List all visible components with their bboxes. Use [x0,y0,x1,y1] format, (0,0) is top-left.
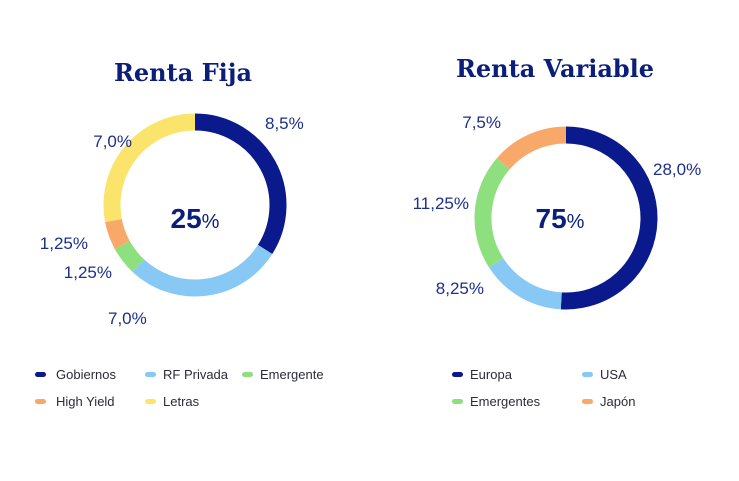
center-total-label: 25% [171,203,220,234]
legend-swatch [242,372,253,377]
legend-label: RF Privada [163,367,229,382]
center-total-symbol: % [202,211,220,233]
legend-swatch [35,399,46,404]
legend-item-emergentes: Emergentes [452,394,541,409]
legend-swatch [452,399,463,404]
slice-label-emergente: 1,25% [64,263,112,282]
legend-item-japon: Japón [582,394,635,409]
center-total-label: 75% [536,203,585,234]
center-total-symbol: % [567,211,585,233]
donut-ring [474,126,658,310]
legend-item-high-yield: High Yield [35,394,115,409]
legend-swatch [145,372,156,377]
donut-ring [103,113,287,297]
legend-label: Europa [470,367,513,382]
legend-label: Japón [600,394,635,409]
legend-item-emergente: Emergente [242,367,324,382]
legend-swatch [452,372,463,377]
slice-label-gobiernos: 8,5% [265,114,304,133]
legend-item-letras: Letras [145,394,200,409]
donut-slice-usa [489,258,563,310]
legend-label: USA [600,367,627,382]
slice-label-europa: 28,0% [653,160,701,179]
legend-swatch [582,372,593,377]
donut-slice-emergentes [474,158,510,268]
renta-fija-chart: Renta Fija 25% 8,5% 7,0% 1,25% 1,25% 7,0… [35,58,324,409]
legend-item-rf-privada: RF Privada [145,367,229,382]
legend-label: High Yield [56,394,115,409]
slice-labels: 8,5% 7,0% 1,25% 1,25% 7,0% [40,114,304,328]
slice-labels: 28,0% 8,25% 11,25% 7,5% [413,113,702,298]
slice-label-japon: 7,5% [462,113,501,132]
renta-variable-chart: Renta Variable 75% 28,0% 8,25% 11,25% 7,… [413,54,702,409]
chart-title: Renta Variable [456,54,654,83]
slice-label-emergentes: 11,25% [413,194,469,213]
slice-label-rf-privada: 7,0% [108,309,147,328]
center-total-number: 25 [171,203,202,234]
legend-swatch [145,399,156,404]
donut-slice-rf-privada [132,244,273,297]
slice-label-usa: 8,25% [436,279,484,298]
center-total-number: 75 [536,203,567,234]
legend-item-usa: USA [582,367,627,382]
legend-label: Letras [163,394,200,409]
slice-label-high-yield: 1,25% [40,234,88,253]
chart-legend: Europa USA Emergentes Japón [452,367,635,409]
legend-item-europa: Europa [452,367,513,382]
legend-item-gobiernos: Gobiernos [35,367,116,382]
chart-title: Renta Fija [114,58,252,87]
donut-slice-japon [496,126,567,170]
legend-swatch [35,372,46,377]
donut-slice-europa [560,126,658,310]
chart-legend: Gobiernos RF Privada Emergente High Yiel… [35,367,324,409]
legend-label: Emergente [260,367,324,382]
donut-slice-high-yield [105,218,130,250]
legend-swatch [582,399,593,404]
donut-slice-letras [103,113,196,223]
legend-label: Gobiernos [56,367,116,382]
donut-slice-emergente [114,240,145,272]
slice-label-letras: 7,0% [93,132,132,151]
legend-label: Emergentes [470,394,541,409]
donut-slice-gobiernos [194,113,287,255]
